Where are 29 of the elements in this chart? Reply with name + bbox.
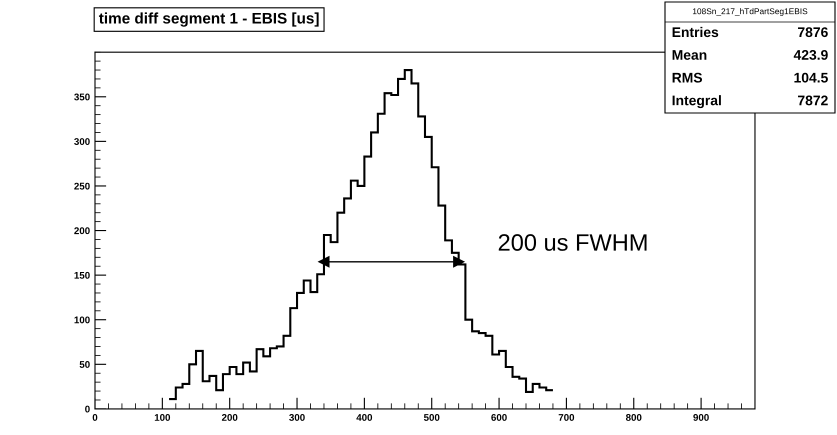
y-tick-label: 150 xyxy=(74,272,90,279)
x-tick-label: 600 xyxy=(491,414,507,421)
x-tick-label: 0 xyxy=(92,414,98,421)
annotation: 200 us FWHM xyxy=(498,234,647,251)
x-tick-label: 700 xyxy=(558,414,574,421)
x-tick-label: 300 xyxy=(289,414,305,421)
y-tick-label: 300 xyxy=(74,138,90,146)
text: 7876 xyxy=(798,27,828,38)
x-tick-label: 100 xyxy=(154,414,170,421)
y-tick-label: 200 xyxy=(74,227,90,234)
text: 7872 xyxy=(798,96,828,106)
text: 423.9 xyxy=(794,50,828,60)
chart-title: time diff segment 1 - EBIS [us] xyxy=(98,12,319,27)
annotation: Integral xyxy=(672,95,721,108)
x-tick-label: 200 xyxy=(222,414,238,421)
text: 104.5 xyxy=(794,72,828,83)
y-tick-label: 350 xyxy=(74,94,90,100)
annotation: Mean xyxy=(672,50,706,60)
y-tick-label: 100 xyxy=(74,316,90,324)
x-tick-label: 800 xyxy=(626,414,642,421)
y-tick-label: 250 xyxy=(74,182,90,190)
x-tick-label: 900 xyxy=(693,414,709,421)
y-tick-label: 0 xyxy=(85,406,90,413)
x-tick-label: 500 xyxy=(424,414,440,421)
text: 108Sn_217_hTdPartSeg1EBIS xyxy=(692,8,808,16)
annotation: RMS xyxy=(672,72,702,83)
y-tick-label: 50 xyxy=(80,361,90,368)
x-tick-label: 400 xyxy=(356,414,372,421)
text: Entries xyxy=(672,26,718,38)
